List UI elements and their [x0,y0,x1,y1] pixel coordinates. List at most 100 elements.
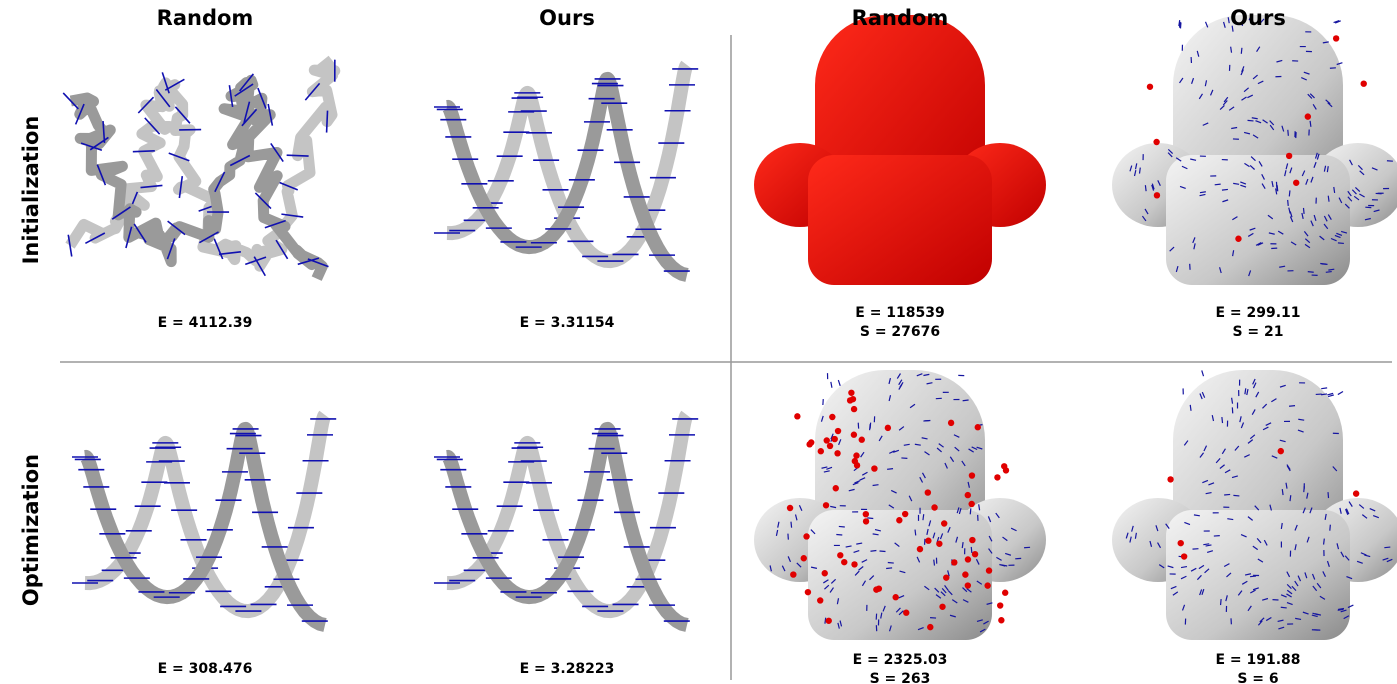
singularity [1154,192,1160,198]
field-dash [1310,121,1311,127]
singularity [1167,476,1173,482]
singularity [1333,35,1339,41]
singularity [851,561,857,567]
row-label: Optimization [19,454,43,606]
singularity [943,574,949,580]
singularity [917,546,923,552]
field-dash [1250,576,1256,577]
chair-seat [1166,155,1350,285]
singularity [851,406,857,412]
chair [754,15,1046,285]
field-dash [870,551,876,552]
field-dash [1215,184,1221,185]
singularity [951,559,957,565]
singularity [968,501,974,507]
column-header: Ours [539,6,595,30]
singularity [1002,590,1008,596]
field-dash [963,400,969,401]
caption: S = 6 [1237,671,1278,684]
singularity [962,571,968,577]
column-header: Random [157,6,254,30]
field-dash [1222,189,1228,190]
singularity [801,555,807,561]
singularity [833,485,839,491]
caption: E = 299.11 [1215,305,1300,321]
field-dash [1145,185,1146,191]
field-dash [1328,395,1334,397]
singularity [1001,463,1007,469]
singularity [824,437,830,443]
field-dash [1324,539,1325,545]
caption: E = 3.28223 [520,661,615,677]
field-dash [1327,393,1333,395]
figure: Random Ours Random Ours Initialization E = 41… [0,0,1397,684]
singularity [986,567,992,573]
field-dash [1221,599,1222,605]
singularity [903,610,909,616]
singularity [787,505,793,511]
row-label: Initialization [19,116,43,265]
field-dash [873,485,879,486]
singularity [1305,113,1311,119]
singularity [965,556,971,562]
caption: E = 3.31154 [520,315,615,331]
field-dash [1338,391,1343,394]
frame-arrow [133,151,155,152]
singularity [1278,448,1284,454]
singularity [832,436,838,442]
field-dash [1330,525,1331,531]
field-dash [1328,196,1329,202]
field-dash [1308,272,1314,273]
caption: E = 4112.39 [158,315,253,331]
field-dash [880,551,886,552]
singularity [805,589,811,595]
singularity [1286,153,1292,159]
field-dash [1233,495,1239,496]
field-dash [1304,208,1305,214]
singularity [969,537,975,543]
singularity [1361,80,1367,86]
singularity [835,428,841,434]
field-dash [1288,130,1289,136]
column-header: Ours [1230,6,1286,30]
singularity [896,517,902,523]
field-dash [1290,495,1291,501]
singularity [863,518,869,524]
field-dash [1384,547,1390,548]
singularity [939,604,945,610]
field-dash [1277,185,1278,191]
caption: S = 27676 [860,324,940,340]
caption: S = 263 [870,671,931,684]
singularity [1181,553,1187,559]
singularity [871,465,877,471]
field-dash [1281,607,1287,608]
singularity [936,541,942,547]
field-dash [1241,48,1242,54]
ribbon [63,60,335,279]
column-header: Random [852,6,949,30]
singularity [827,443,833,449]
caption: E = 118539 [855,305,945,321]
singularity [994,474,1000,480]
field-dash [971,547,972,553]
field-dash [962,542,963,548]
singularity [931,504,937,510]
singularity [997,602,1003,608]
chair [1112,370,1397,640]
singularity [885,425,891,431]
field-dash [1190,405,1191,411]
chair [1112,15,1397,285]
singularity [822,570,828,576]
caption: S = 21 [1232,324,1283,340]
field-dash [1140,168,1141,174]
singularity [972,551,978,557]
singularity [817,597,823,603]
field-dash [1179,20,1180,26]
field-dash [791,522,792,528]
singularity [892,594,898,600]
caption: E = 191.88 [1215,652,1300,668]
chair-seat [808,155,992,285]
singularity [1178,540,1184,546]
field-dash [1326,272,1332,273]
singularity [902,511,908,517]
